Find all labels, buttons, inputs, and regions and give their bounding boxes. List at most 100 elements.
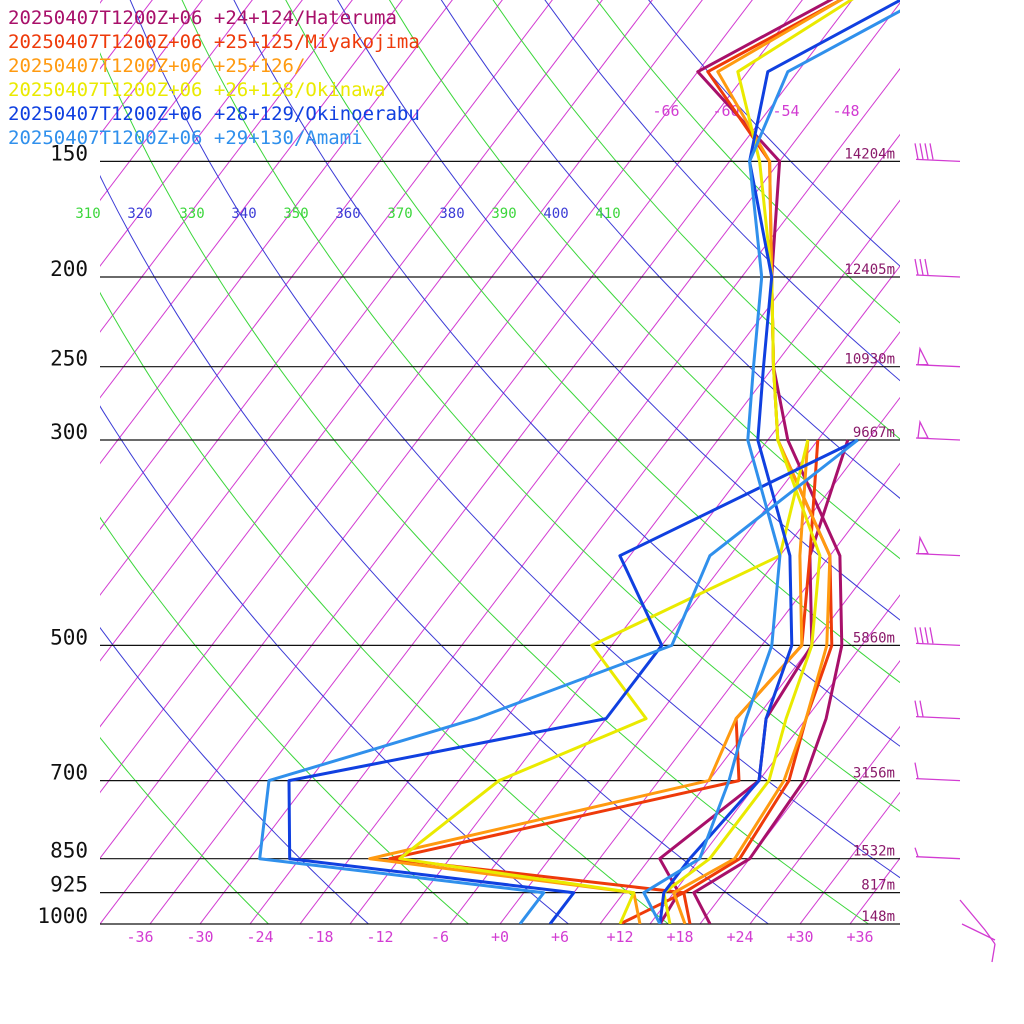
dry-adiabat [100, 736, 270, 924]
wind-barb-flag [919, 627, 924, 644]
wind-barb [915, 715, 961, 720]
isotherm [249, 67, 900, 924]
isotherm [699, 660, 900, 924]
x-tick-label: +12 [606, 928, 633, 946]
height-label: 9667m [853, 425, 895, 441]
legend-entry: 20250407T1200Z+06 +25+125/Miyakojima [8, 31, 420, 53]
isotherm-label: -66 [652, 102, 679, 120]
x-tick-label: -6 [431, 928, 449, 946]
wind-barb-pennant [917, 346, 930, 366]
theta-label: 410 [595, 206, 620, 222]
wind-barb [915, 158, 961, 163]
legend-entry: 20250407T1200Z+06 +25+126/ [8, 55, 305, 77]
sounding-series [258, 0, 900, 924]
x-tick-label: +24 [726, 928, 753, 946]
isotherm [399, 265, 900, 924]
legend-entry: 20250407T1200Z+06 +26+128/Okinawa [8, 79, 386, 101]
dry-adiabat [100, 291, 670, 924]
temperature-line-1 [682, 0, 844, 924]
isotherm [100, 0, 553, 596]
wind-barb [915, 274, 961, 278]
dry-adiabat [388, 0, 900, 560]
dry-adiabat [492, 0, 900, 440]
height-label: 10930m [844, 352, 895, 368]
wind-barb-pennant [917, 419, 930, 439]
axis-labels: 10016551m15014204m20012405m25010930m3009… [37, 0, 895, 946]
dry-adiabat [337, 0, 900, 621]
surface-wind-barb [991, 943, 996, 963]
pressure-label: 300 [50, 420, 88, 444]
theta-label: 390 [491, 206, 516, 222]
wind-barb-pennant [917, 535, 930, 555]
surface-wind-barb [959, 899, 996, 945]
isotherm [599, 528, 900, 924]
dewpoint-line-4 [287, 438, 859, 924]
x-tick-label: -30 [186, 928, 213, 946]
x-tick-label: -12 [366, 928, 393, 946]
dry-adiabat [181, 0, 900, 812]
wind-barb-flag [929, 143, 934, 160]
height-label: 14204m [844, 146, 895, 162]
wind-barb-flag [924, 258, 929, 276]
pressure-label: 100 [50, 0, 88, 2]
isotherm [899, 923, 900, 924]
wind-barb-flag [914, 847, 919, 857]
isotherm [100, 0, 503, 531]
temperature-line-4 [658, 0, 900, 924]
dry-adiabat [129, 0, 900, 879]
wind-barb-flag [919, 143, 924, 160]
x-tick-label: +0 [491, 928, 509, 946]
legend-entry: 20250407T1200Z+06 +24+124/Hateruma [8, 7, 397, 29]
dry-adiabat [100, 174, 770, 924]
wind-barb-flag [919, 700, 924, 717]
theta-label: 380 [439, 206, 464, 222]
wind-barb-flag [914, 258, 919, 276]
theta-label: 360 [335, 206, 360, 222]
pressure-label: 250 [50, 347, 88, 371]
isotherm [100, 0, 303, 267]
height-label: 5860m [853, 630, 895, 646]
isotherm-label: -54 [772, 102, 799, 120]
temperature-line-0 [692, 0, 844, 924]
isotherm [499, 396, 900, 924]
height-label: 817m [861, 878, 895, 894]
pressure-label: 925 [50, 873, 88, 897]
pressure-label: 200 [50, 257, 88, 281]
pressure-label: 1000 [37, 904, 88, 928]
wind-barb-flag [924, 627, 929, 644]
isotherm [100, 0, 753, 860]
isotherm [100, 0, 453, 465]
isotherm [149, 0, 853, 924]
dewpoint-line-2 [368, 439, 810, 924]
isotherm [649, 594, 900, 924]
isotherm [349, 199, 900, 924]
x-tick-label: +36 [846, 928, 873, 946]
isotherm [749, 725, 900, 924]
isotherm [549, 462, 900, 924]
temperature-line-3 [662, 0, 854, 924]
x-tick-label: -36 [126, 928, 153, 946]
isotherm [100, 0, 703, 794]
isotherm [935, 0, 1024, 944]
surface-wind-barb [961, 923, 996, 941]
pressure-label: 500 [50, 625, 88, 649]
theta-label: 310 [75, 206, 100, 222]
temperature-line-5 [642, 9, 900, 924]
height-label: 148m [861, 909, 895, 925]
dry-adiabat [285, 0, 900, 684]
legend: 20250407T1200Z+06 +24+124/Hateruma202504… [8, 7, 420, 149]
theta-label: 400 [543, 206, 568, 222]
wind-barb-flag [914, 762, 919, 779]
height-label: 1532m [853, 844, 895, 860]
theta-label: 340 [231, 206, 256, 222]
dry-adiabat [233, 0, 900, 747]
theta-label: 320 [127, 206, 152, 222]
isotherm [100, 0, 653, 728]
legend-entry: 20250407T1200Z+06 +28+129/Okinoerabu [8, 103, 420, 125]
theta-label: 370 [387, 206, 412, 222]
dry-adiabat [648, 0, 900, 267]
wind-barb-flag [924, 143, 929, 160]
wind-barbs [914, 143, 996, 963]
isotherm [100, 0, 803, 924]
